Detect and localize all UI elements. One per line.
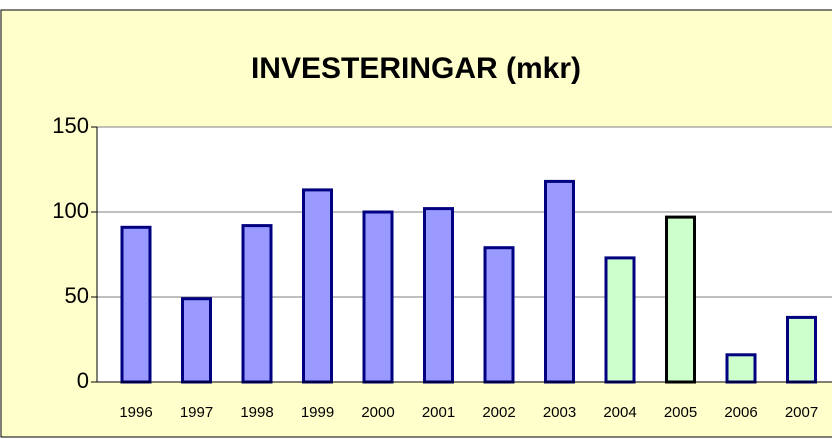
x-tick-label: 2004 (603, 404, 636, 421)
x-tick-label: 1999 (301, 404, 334, 421)
bar (181, 297, 212, 384)
x-tick-label: 2005 (664, 404, 697, 421)
bar (786, 315, 817, 384)
x-tick-label: 2003 (543, 404, 576, 421)
x-tick-label: 2001 (422, 404, 455, 421)
x-tick-label: 1996 (119, 404, 152, 421)
chart-title: INVESTERINGAR (mkr) (251, 52, 581, 85)
bar (302, 188, 333, 384)
x-tick-label: 2000 (361, 404, 394, 421)
x-tick-label: 2006 (724, 404, 757, 421)
bar (604, 256, 636, 384)
bar (725, 353, 757, 384)
x-tick-label: 2007 (785, 404, 818, 421)
bar (423, 207, 454, 384)
plot-area (97, 127, 832, 382)
bar (241, 224, 273, 384)
y-tick-label: 100 (52, 198, 89, 223)
bar (362, 210, 394, 384)
x-tick-label: 2002 (482, 404, 515, 421)
x-tick-label: 1998 (240, 404, 273, 421)
y-tick-label: 150 (52, 113, 89, 138)
bar (665, 215, 696, 384)
y-tick-label: 50 (65, 283, 89, 308)
bar (544, 179, 575, 384)
x-tick-label: 1997 (180, 404, 213, 421)
bar (483, 246, 515, 384)
y-tick-label: 0 (77, 368, 89, 393)
bar (120, 225, 152, 384)
